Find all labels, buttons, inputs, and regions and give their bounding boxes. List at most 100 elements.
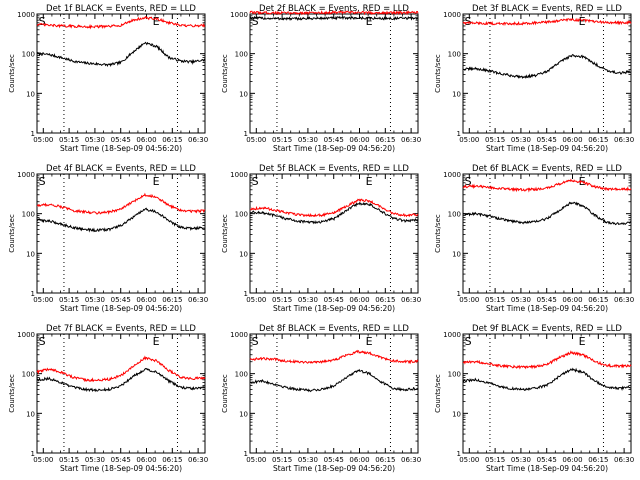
x-tick-label: 05:45 — [111, 136, 131, 144]
marker-s: S — [39, 15, 46, 28]
events-series-line — [36, 367, 206, 393]
x-tick-label: 06:00 — [136, 456, 156, 464]
lld-series-line — [36, 16, 206, 30]
events-series-line — [36, 41, 206, 68]
lld-series-line — [36, 355, 206, 383]
marker-e: E — [153, 335, 160, 348]
y-tick-label: 100 — [22, 211, 35, 219]
y-tick-label: 1 — [457, 290, 461, 298]
x-tick-label: 06:00 — [349, 136, 369, 144]
x-tick-label: 05:30 — [298, 456, 318, 464]
x-tick-label: 05:00 — [459, 136, 479, 144]
x-tick-label: 05:45 — [324, 456, 344, 464]
x-axis-label: Start Time (18-Sep-09 04:56:20) — [60, 304, 182, 313]
y-tick-label: 1 — [31, 130, 35, 138]
x-tick-label: 06:00 — [349, 296, 369, 304]
x-tick-label: 06:15 — [162, 296, 182, 304]
events-series-line — [462, 201, 631, 226]
events-series-line — [462, 53, 632, 80]
x-tick-label: 05:00 — [246, 296, 266, 304]
x-tick-label: 06:30 — [614, 136, 634, 144]
x-tick-label: 05:30 — [298, 296, 318, 304]
y-tick-label: 100 — [448, 51, 461, 59]
lld-series-line — [462, 350, 632, 370]
y-tick-label: 10 — [239, 90, 248, 98]
lld-series-line — [36, 192, 206, 215]
y-axis-label: Counts/sec — [8, 214, 16, 253]
x-axis-label: Start Time (18-Sep-09 04:56:20) — [486, 464, 608, 473]
x-tick-label: 05:30 — [85, 136, 105, 144]
y-tick-label: 10 — [239, 250, 248, 258]
x-tick-label: 05:00 — [33, 456, 53, 464]
x-tick-label: 06:00 — [562, 456, 582, 464]
panel-title: Det 1f BLACK = Events, RED = LLD — [46, 4, 196, 14]
panel-6: Det 6f BLACK = Events, RED = LLD 1 10 100 10… — [434, 164, 634, 313]
x-tick-label: 05:15 — [485, 456, 505, 464]
plot-frame — [462, 173, 632, 294]
y-tick-label: 1 — [31, 290, 35, 298]
marker-s: S — [465, 335, 472, 348]
lld-series-line — [249, 10, 419, 16]
marker-s: S — [465, 175, 472, 188]
y-tick-label: 100 — [235, 371, 248, 379]
panel-title: Det 3f BLACK = Events, RED = LLD — [472, 4, 622, 14]
panel-title: Det 2f BLACK = Events, RED = LLD — [259, 4, 409, 14]
x-tick-label: 05:30 — [511, 296, 531, 304]
y-tick-label: 1 — [31, 450, 35, 458]
y-tick-label: 100 — [235, 211, 248, 219]
x-tick-label: 06:15 — [162, 456, 182, 464]
plot-frame — [462, 333, 632, 454]
plot-frame — [36, 333, 206, 454]
y-tick-label: 10 — [26, 410, 35, 418]
events-series-line — [249, 15, 419, 22]
x-axis-label: Start Time (18-Sep-09 04:56:20) — [273, 304, 395, 313]
y-tick-label: 100 — [235, 51, 248, 59]
y-tick-label: 1000 — [443, 331, 461, 339]
panel-title: Det 4f BLACK = Events, RED = LLD — [46, 164, 196, 174]
x-tick-label: 05:00 — [246, 136, 266, 144]
x-tick-label: 06:15 — [588, 136, 608, 144]
y-tick-label: 10 — [452, 410, 461, 418]
y-tick-label: 1 — [457, 130, 461, 138]
x-axis-label: Start Time (18-Sep-09 04:56:20) — [60, 144, 182, 153]
x-tick-label: 05:15 — [59, 136, 79, 144]
y-axis-label: Counts/sec — [434, 54, 442, 93]
lld-series-line — [462, 17, 632, 26]
y-tick-label: 1 — [244, 290, 248, 298]
x-tick-label: 05:45 — [537, 296, 557, 304]
x-axis-label: Start Time (18-Sep-09 04:56:20) — [60, 464, 182, 473]
y-tick-label: 1000 — [230, 11, 248, 19]
panel-title: Det 5f BLACK = Events, RED = LLD — [259, 164, 409, 174]
marker-s: S — [252, 175, 259, 188]
marker-e: E — [366, 335, 373, 348]
x-tick-label: 06:00 — [136, 136, 156, 144]
lld-series-line — [249, 349, 419, 365]
marker-s: S — [252, 15, 259, 28]
x-tick-label: 05:30 — [511, 456, 531, 464]
x-tick-label: 06:30 — [614, 296, 634, 304]
plot-frame — [462, 13, 632, 134]
x-tick-label: 05:45 — [111, 456, 131, 464]
x-tick-label: 06:15 — [162, 136, 182, 144]
panel-title: Det 6f BLACK = Events, RED = LLD — [472, 164, 622, 174]
x-axis-label: Start Time (18-Sep-09 04:56:20) — [486, 144, 608, 153]
x-tick-label: 06:00 — [562, 296, 582, 304]
x-axis-label: Start Time (18-Sep-09 04:56:20) — [273, 464, 395, 473]
panel-4: Det 4f BLACK = Events, RED = LLD 1 10 100 10… — [8, 164, 208, 313]
x-tick-label: 06:15 — [375, 136, 395, 144]
x-tick-label: 05:30 — [298, 136, 318, 144]
marker-e: E — [579, 335, 586, 348]
x-axis-label: Start Time (18-Sep-09 04:56:20) — [486, 304, 608, 313]
x-tick-label: 06:30 — [401, 296, 421, 304]
x-tick-label: 05:30 — [85, 296, 105, 304]
y-tick-label: 10 — [452, 90, 461, 98]
events-series-line — [462, 367, 632, 392]
x-tick-label: 05:15 — [272, 136, 292, 144]
y-tick-label: 10 — [452, 250, 461, 258]
lld-series-line — [249, 198, 419, 218]
x-tick-label: 06:00 — [136, 296, 156, 304]
x-tick-label: 05:45 — [111, 296, 131, 304]
marker-s: S — [39, 335, 46, 348]
marker-e: E — [153, 175, 160, 188]
